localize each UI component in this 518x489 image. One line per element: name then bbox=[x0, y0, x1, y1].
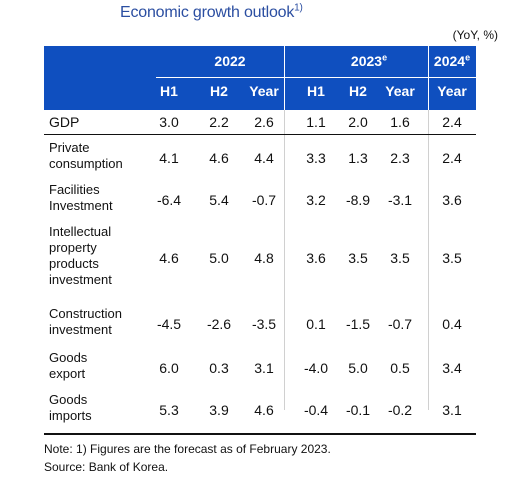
table-row-private-consumption: Private consumption 4.1 4.6 4.4 3.3 1.3 … bbox=[44, 140, 476, 176]
cell: -0.2 bbox=[387, 402, 413, 418]
cell: 3.2 bbox=[306, 192, 326, 208]
header-h1-2022: H1 bbox=[160, 83, 178, 99]
cell: 2.4 bbox=[442, 114, 462, 130]
cell: 1.6 bbox=[390, 114, 410, 130]
cell: 3.5 bbox=[348, 250, 368, 266]
cell: 3.6 bbox=[306, 250, 326, 266]
header-year-col-2022: Year bbox=[249, 83, 279, 99]
header-separator-2023 bbox=[284, 46, 285, 110]
source-note: Source: Bank of Korea. bbox=[44, 460, 169, 474]
cell: -3.1 bbox=[387, 192, 413, 208]
row-label: Goods export bbox=[49, 350, 88, 381]
cell: 0.4 bbox=[442, 316, 462, 332]
header-h2-2022: H2 bbox=[210, 83, 228, 99]
cell: 0.5 bbox=[390, 360, 410, 376]
table-row-ip-products-investment: Intellectual property products investmen… bbox=[44, 224, 476, 294]
cell: -8.9 bbox=[345, 192, 371, 208]
cell: 4.1 bbox=[159, 150, 179, 166]
row-label: Intellectual property products investmen… bbox=[49, 224, 112, 287]
cell: 5.4 bbox=[209, 192, 229, 208]
cell: 3.1 bbox=[254, 360, 274, 376]
cell: -1.5 bbox=[345, 316, 371, 332]
cell: 0.1 bbox=[306, 316, 326, 332]
cell: 4.8 bbox=[254, 250, 274, 266]
body-separator-2023 bbox=[284, 110, 285, 410]
cell: 3.6 bbox=[442, 192, 462, 208]
cell: 5.0 bbox=[348, 360, 368, 376]
cell: 2.4 bbox=[442, 150, 462, 166]
cell: 1.1 bbox=[306, 114, 326, 130]
cell: 3.1 bbox=[442, 402, 462, 418]
header-h2-2023: H2 bbox=[349, 83, 367, 99]
cell: 5.0 bbox=[209, 250, 229, 266]
row-label: Facilities Investment bbox=[49, 182, 113, 213]
header-separator-2024 bbox=[428, 46, 429, 110]
cell: -4.0 bbox=[303, 360, 329, 376]
cell: -2.6 bbox=[206, 316, 232, 332]
header-year-2022: 2022 bbox=[214, 53, 246, 69]
cell: 4.6 bbox=[209, 150, 229, 166]
cell: -3.5 bbox=[251, 316, 277, 332]
table-header: 2022 2023e 2024e H1 H2 Year H1 H2 Year Y… bbox=[44, 46, 476, 110]
cell: 2.3 bbox=[390, 150, 410, 166]
table-row-facilities-investment: Facilities Investment -6.4 5.4 -0.7 3.2 … bbox=[44, 182, 476, 218]
unit-label: (YoY, %) bbox=[452, 28, 498, 42]
row-label: GDP bbox=[49, 114, 80, 130]
row-label: Private consumption bbox=[49, 140, 123, 171]
cell: 3.3 bbox=[306, 150, 326, 166]
cell: 3.0 bbox=[159, 114, 179, 130]
cell: 3.5 bbox=[442, 250, 462, 266]
cell: 0.3 bbox=[209, 360, 229, 376]
cell: 3.4 bbox=[442, 360, 462, 376]
table-row-goods-imports: Goods imports 5.3 3.9 4.6 -0.4 -0.1 -0.2… bbox=[44, 392, 476, 428]
header-year-col-2023: Year bbox=[385, 83, 415, 99]
cell: -6.4 bbox=[156, 192, 182, 208]
table-row-gdp: GDP 3.0 2.2 2.6 1.1 2.0 1.6 2.4 bbox=[44, 114, 476, 134]
table-title: Economic growth outlook1) bbox=[120, 2, 303, 21]
cell: -4.5 bbox=[156, 316, 182, 332]
cell: 3.9 bbox=[209, 402, 229, 418]
cell: 4.6 bbox=[254, 402, 274, 418]
cell: -0.7 bbox=[251, 192, 277, 208]
cell: 5.3 bbox=[159, 402, 179, 418]
header-year-col-2024: Year bbox=[437, 83, 467, 99]
header-h1-2023: H1 bbox=[307, 83, 325, 99]
cell: 2.0 bbox=[348, 114, 368, 130]
header-divider bbox=[156, 77, 476, 78]
cell: 4.6 bbox=[159, 250, 179, 266]
cell: 3.5 bbox=[390, 250, 410, 266]
cell: 4.4 bbox=[254, 150, 274, 166]
cell: 1.3 bbox=[348, 150, 368, 166]
table-row-construction-investment: Construction investment -4.5 -2.6 -3.5 0… bbox=[44, 306, 476, 342]
header-year-2024: 2024e bbox=[433, 52, 471, 69]
cell: -0.7 bbox=[387, 316, 413, 332]
row-label: Goods imports bbox=[49, 392, 92, 423]
gdp-divider bbox=[44, 134, 476, 135]
body-separator-2024 bbox=[428, 110, 429, 410]
cell: 6.0 bbox=[159, 360, 179, 376]
table-row-goods-export: Goods export 6.0 0.3 3.1 -4.0 5.0 0.5 3.… bbox=[44, 350, 476, 386]
cell: 2.2 bbox=[209, 114, 229, 130]
footnote: Note: 1) Figures are the forecast as of … bbox=[44, 442, 331, 456]
table-bottom-rule bbox=[44, 433, 476, 435]
cell: 2.6 bbox=[254, 114, 274, 130]
cell: -0.4 bbox=[303, 402, 329, 418]
cell: -0.1 bbox=[345, 402, 371, 418]
header-year-2023: 2023e bbox=[350, 52, 388, 69]
row-label: Construction investment bbox=[49, 306, 122, 337]
